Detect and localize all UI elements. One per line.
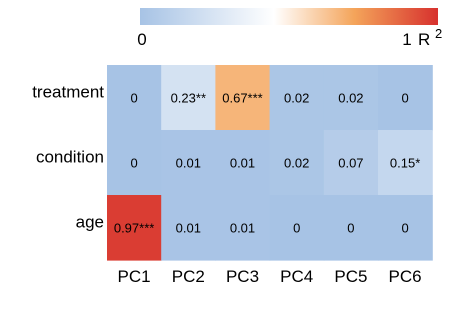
- cell-value-label: 0.15*: [390, 156, 420, 171]
- heatmap-cell: [378, 130, 433, 196]
- colorbar-min-label: 0: [137, 30, 146, 49]
- cell-value-label: 0.01: [230, 221, 255, 236]
- column-label: PC3: [226, 267, 259, 286]
- column-label: PC1: [118, 267, 151, 286]
- heatmap-cell: [107, 65, 162, 131]
- cell-value-label: 0.01: [176, 221, 201, 236]
- heatmap-cell: [215, 65, 271, 131]
- cell-value-label: 0.67***: [222, 91, 262, 106]
- cell-value-label: 0: [401, 91, 408, 106]
- cell-value-label: 0: [130, 91, 137, 106]
- colorbar-title: R 2: [418, 26, 442, 49]
- row-label: age: [76, 213, 104, 232]
- cell-value-label: 0.97***: [114, 221, 154, 236]
- heatmap-cell: [107, 130, 162, 196]
- cell-value-label: 0: [293, 221, 300, 236]
- heatmap-cell: [107, 195, 162, 261]
- heatmap-cell: [323, 130, 379, 196]
- cell-value-label: 0.07: [338, 156, 363, 171]
- colorbar: 0 1 R 2: [137, 8, 442, 49]
- heatmap-cells: [107, 65, 433, 261]
- heatmap-cell-labels: 0 0.23** 0.67*** 0.02 0.02 0 0 0.01 0.01 0.02 0.07…: [114, 91, 420, 236]
- row-label: condition: [36, 148, 104, 167]
- colorbar-gradient: [140, 8, 438, 25]
- row-label: treatment: [32, 83, 104, 102]
- cell-value-label: 0.02: [284, 156, 309, 171]
- colorbar-max-label: 1: [402, 30, 411, 49]
- column-labels: PC1 PC2 PC3 PC4 PC5 PC6: [118, 267, 422, 286]
- heatmap-cell: [269, 65, 325, 131]
- column-label: PC2: [172, 267, 205, 286]
- heatmap-cell: [323, 65, 379, 131]
- row-labels: treatment condition age: [32, 83, 104, 232]
- heatmap-cell: [215, 195, 271, 261]
- column-label: PC5: [334, 267, 367, 286]
- heatmap-cell: [378, 195, 433, 261]
- cell-value-label: 0.01: [230, 156, 255, 171]
- cell-value-label: 0.23**: [171, 91, 206, 106]
- heatmap-cell: [378, 65, 433, 131]
- heatmap-cell: [215, 130, 271, 196]
- column-label: PC6: [389, 267, 422, 286]
- colorbar-title-main: R: [418, 30, 430, 49]
- column-label: PC4: [280, 267, 313, 286]
- heatmap-cell: [161, 130, 216, 196]
- cell-value-label: 0.02: [338, 91, 363, 106]
- colorbar-title-sup: 2: [435, 26, 442, 41]
- heatmap-cell: [269, 130, 325, 196]
- heatmap-cell: [269, 195, 325, 261]
- cell-value-label: 0: [401, 221, 408, 236]
- cell-value-label: 0: [130, 156, 137, 171]
- heatmap-cell: [161, 195, 216, 261]
- heatmap-cell: [323, 195, 379, 261]
- cell-value-label: 0.01: [176, 156, 201, 171]
- cell-value-label: 0: [347, 221, 354, 236]
- cell-value-label: 0.02: [284, 91, 309, 106]
- heatmap-cell: [161, 65, 216, 131]
